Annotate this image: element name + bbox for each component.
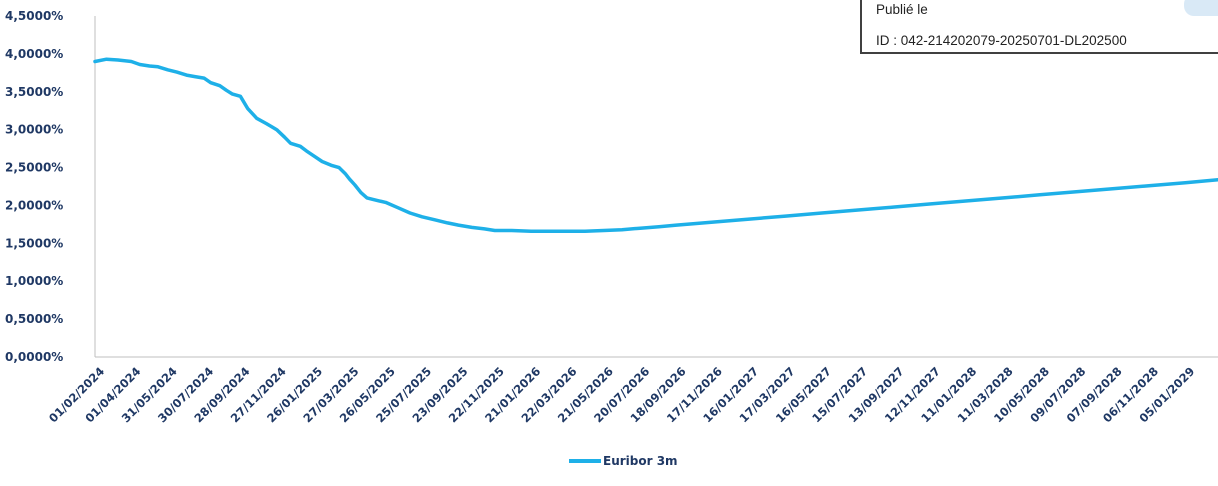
y-tick-label: 3,5000% — [5, 85, 63, 99]
y-tick-label: 4,5000% — [5, 9, 63, 23]
y-axis: 0,0000% 0,5000% 1,0000% 1,5000% 2,0000% 2,500… — [5, 9, 96, 364]
document-id: ID : 042-214202079-20250701-DL202500 — [876, 33, 1127, 48]
y-tick-label: 0,0000% — [5, 350, 63, 364]
y-tick-label: 2,0000% — [5, 198, 63, 212]
y-tick-label: 0,5000% — [5, 312, 63, 326]
y-tick-label: 1,5000% — [5, 236, 63, 250]
y-tick-label: 3,0000% — [5, 123, 63, 137]
series-line-euribor-3m — [93, 57, 1218, 233]
logo-icon — [1184, 0, 1218, 16]
publication-stamp: Publié le ID : 042-214202079-20250701-DL… — [860, 0, 1218, 54]
y-tick-label: 4,0000% — [5, 47, 63, 61]
published-label: Publié le — [876, 2, 928, 17]
x-axis: 01/02/202401/04/202431/05/202430/07/2024… — [46, 356, 1218, 425]
legend-label: Euribor 3m — [603, 454, 678, 468]
plot-area — [93, 57, 1218, 233]
y-tick-label: 2,5000% — [5, 161, 63, 175]
y-tick-label: 1,0000% — [5, 274, 63, 288]
legend: Euribor 3m — [569, 454, 678, 468]
